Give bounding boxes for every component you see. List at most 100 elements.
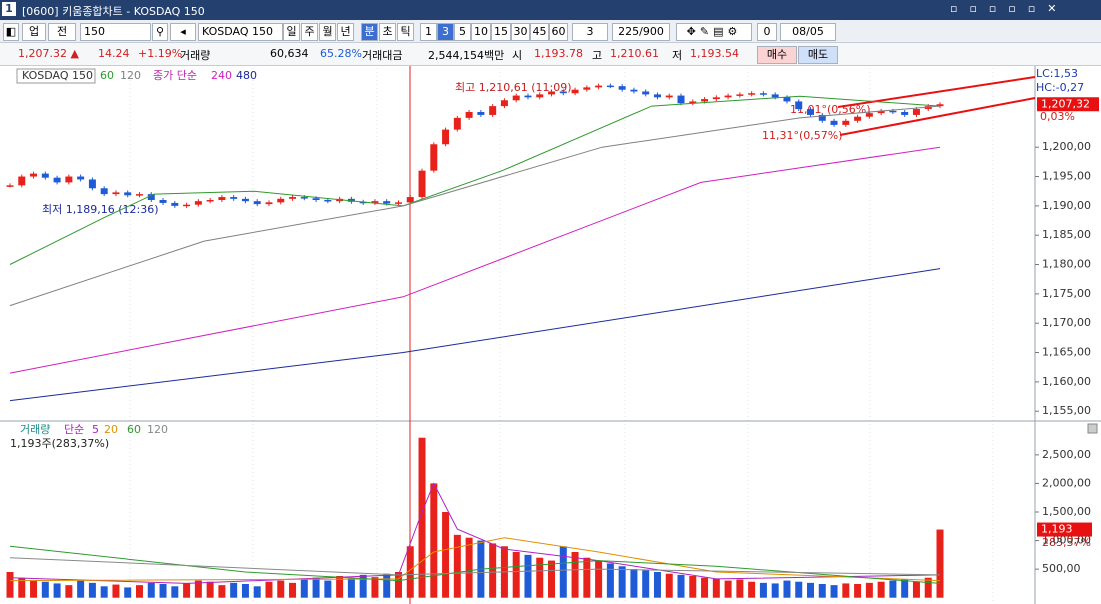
scope-select[interactable]: 전 bbox=[48, 23, 76, 41]
volume-bar bbox=[642, 570, 650, 598]
period-button[interactable]: 년 bbox=[337, 23, 354, 41]
count-select[interactable]: 3 bbox=[572, 23, 608, 41]
tool-icons[interactable]: ✥✎▤⚙ bbox=[676, 23, 752, 41]
y-tick-label: 1,170,00 bbox=[1042, 316, 1091, 329]
moving-average bbox=[9, 105, 941, 307]
interval-button[interactable]: 5 bbox=[454, 23, 471, 41]
period-button[interactable]: 월 bbox=[319, 23, 336, 41]
price-legend-name: KOSDAQ 150 bbox=[22, 69, 93, 82]
moving-average bbox=[9, 268, 941, 402]
period-button[interactable]: 틱 bbox=[397, 23, 414, 41]
y-tick-label: 500,00 bbox=[1042, 562, 1081, 575]
price: 1,207.32 ▲ bbox=[18, 47, 79, 60]
candle bbox=[865, 113, 873, 117]
price-ma-label: 종가 단순 bbox=[153, 69, 197, 82]
amount-label: 거래대금 bbox=[362, 49, 403, 62]
period-button[interactable]: 주 bbox=[301, 23, 318, 41]
volume-bar bbox=[277, 580, 285, 598]
date-field[interactable]: 08/05 bbox=[780, 23, 836, 41]
search-icon[interactable]: ⚲ bbox=[152, 23, 168, 41]
low: 1,193.54 bbox=[690, 47, 739, 60]
candle bbox=[465, 112, 473, 118]
open: 1,193.78 bbox=[534, 47, 583, 60]
window-number: 1 bbox=[2, 2, 16, 16]
interval-button[interactable]: 45 bbox=[530, 23, 549, 41]
volume-bar bbox=[289, 582, 297, 598]
volume-rate: 65.28% bbox=[320, 47, 362, 60]
period-button[interactable]: 일 bbox=[283, 23, 300, 41]
volume-bar bbox=[112, 584, 120, 598]
volume-bar bbox=[371, 577, 379, 598]
candle bbox=[159, 200, 167, 203]
candle bbox=[312, 198, 320, 200]
candle bbox=[701, 99, 709, 102]
candle bbox=[830, 120, 838, 125]
open-label: 시 bbox=[512, 49, 523, 62]
moving-average bbox=[9, 557, 941, 576]
period-button[interactable]: 분 bbox=[361, 23, 378, 41]
volume-bar bbox=[453, 534, 461, 598]
legend-entry: 20 bbox=[104, 423, 118, 436]
candle bbox=[665, 95, 673, 98]
interval-button[interactable]: 60 bbox=[549, 23, 568, 41]
legend-entry: 240 bbox=[211, 69, 232, 82]
volume-bar bbox=[901, 579, 909, 598]
period-button[interactable]: 초 bbox=[379, 23, 396, 41]
volume-bar bbox=[595, 560, 603, 598]
candle bbox=[53, 177, 61, 183]
volume-bar bbox=[536, 557, 544, 598]
volume-bar bbox=[6, 572, 14, 598]
volume-bar bbox=[489, 543, 497, 598]
candle bbox=[877, 110, 885, 114]
volume-bar bbox=[712, 578, 720, 598]
interval-button[interactable]: 10 bbox=[471, 23, 491, 41]
volume-bar bbox=[324, 580, 332, 598]
volume-bar bbox=[183, 583, 191, 598]
volume-bar bbox=[147, 582, 155, 598]
candle bbox=[783, 97, 791, 102]
volume-bar bbox=[253, 586, 261, 598]
candle bbox=[689, 101, 697, 104]
menu-icon[interactable]: ◧ bbox=[3, 23, 19, 41]
volume-bar bbox=[383, 573, 391, 598]
volume-bar bbox=[701, 577, 709, 598]
count-field: 225/900 bbox=[612, 23, 670, 41]
volume-legend-name: 거래량 bbox=[20, 423, 50, 436]
interval-button[interactable]: 3 bbox=[437, 23, 454, 41]
candle bbox=[477, 112, 485, 115]
candle bbox=[6, 185, 14, 187]
volume-bar bbox=[465, 537, 473, 598]
y-tick-label: 1,175,00 bbox=[1042, 287, 1091, 300]
candle bbox=[818, 114, 826, 121]
checkbox-value[interactable]: 0 bbox=[757, 23, 777, 41]
volume-bar bbox=[677, 574, 685, 598]
y-tick-label: 1,155,00 bbox=[1042, 404, 1091, 417]
volume-bar bbox=[877, 581, 885, 598]
interval-button[interactable]: 15 bbox=[491, 23, 511, 41]
code-input[interactable]: 150 bbox=[80, 23, 151, 41]
candle bbox=[265, 202, 273, 205]
interval-button[interactable]: 1 bbox=[420, 23, 437, 41]
sound-icon[interactable]: ◂ bbox=[170, 23, 196, 41]
candle bbox=[512, 95, 520, 101]
volume-bar bbox=[347, 578, 355, 598]
volume-bar bbox=[889, 580, 897, 598]
candle bbox=[536, 94, 544, 98]
lc-label: LC:1,53 bbox=[1036, 67, 1078, 80]
volume-bar bbox=[830, 585, 838, 598]
interval-button[interactable]: 30 bbox=[511, 23, 530, 41]
volume-bar bbox=[159, 584, 167, 598]
sell-button[interactable]: 매도 bbox=[798, 46, 838, 64]
volume-bar bbox=[53, 583, 61, 598]
window-controls[interactable]: ▫▫▫▫▫✕ bbox=[950, 2, 1069, 15]
candle bbox=[347, 198, 355, 202]
candle bbox=[406, 197, 414, 203]
volume-bar bbox=[77, 580, 85, 598]
candle bbox=[736, 94, 744, 96]
market-select[interactable]: 업 bbox=[22, 23, 46, 41]
buy-button[interactable]: 매수 bbox=[757, 46, 797, 64]
last-price: 1,207,32 bbox=[1041, 97, 1090, 110]
volume-bar bbox=[18, 577, 26, 598]
